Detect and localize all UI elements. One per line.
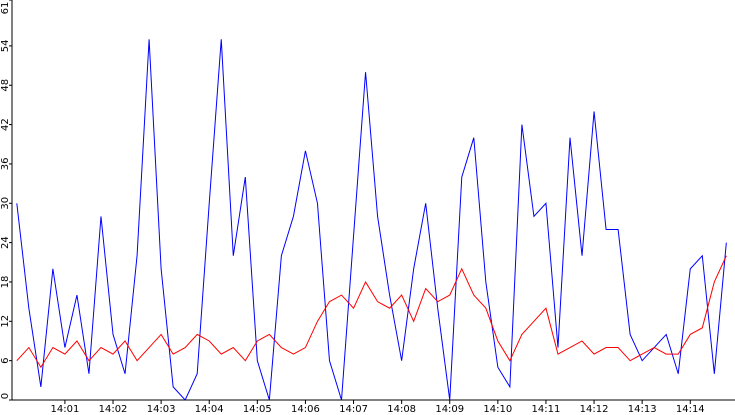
- x-tick-label: 14:02: [99, 404, 128, 415]
- x-tick-label: 14:09: [435, 404, 464, 415]
- x-tick-label: 14:08: [387, 404, 416, 415]
- x-tick-label: 14:01: [51, 404, 80, 415]
- y-tick-label: 6: [0, 357, 11, 363]
- y-tick-label: 24: [0, 236, 11, 249]
- y-tick-label: 18: [0, 276, 11, 289]
- x-tick-label: 14:03: [147, 404, 176, 415]
- y-tick-label: 61: [0, 2, 11, 15]
- x-tick-label: 14:11: [532, 404, 561, 415]
- y-tick-label: 42: [0, 118, 11, 131]
- y-tick-label: 30: [0, 197, 11, 210]
- series-line: [16, 255, 727, 369]
- y-tick-label: 36: [0, 158, 11, 171]
- x-tick-label: 14:05: [243, 404, 272, 415]
- y-tick-label: 0: [0, 393, 11, 399]
- x-tick-label: 14:04: [195, 404, 224, 415]
- y-tick-label: 48: [0, 79, 11, 92]
- x-tick-label: 14:07: [339, 404, 368, 415]
- y-tick-label: 54: [0, 40, 11, 53]
- x-tick-label: 14:13: [628, 404, 657, 415]
- series-line: [16, 39, 727, 401]
- y-tick-label: 12: [0, 315, 11, 328]
- x-tick-label: 14:12: [580, 404, 609, 415]
- x-tick-label: 14:14: [676, 404, 705, 415]
- x-tick-label: 14:06: [291, 404, 320, 415]
- x-tick-label: 14:10: [483, 404, 512, 415]
